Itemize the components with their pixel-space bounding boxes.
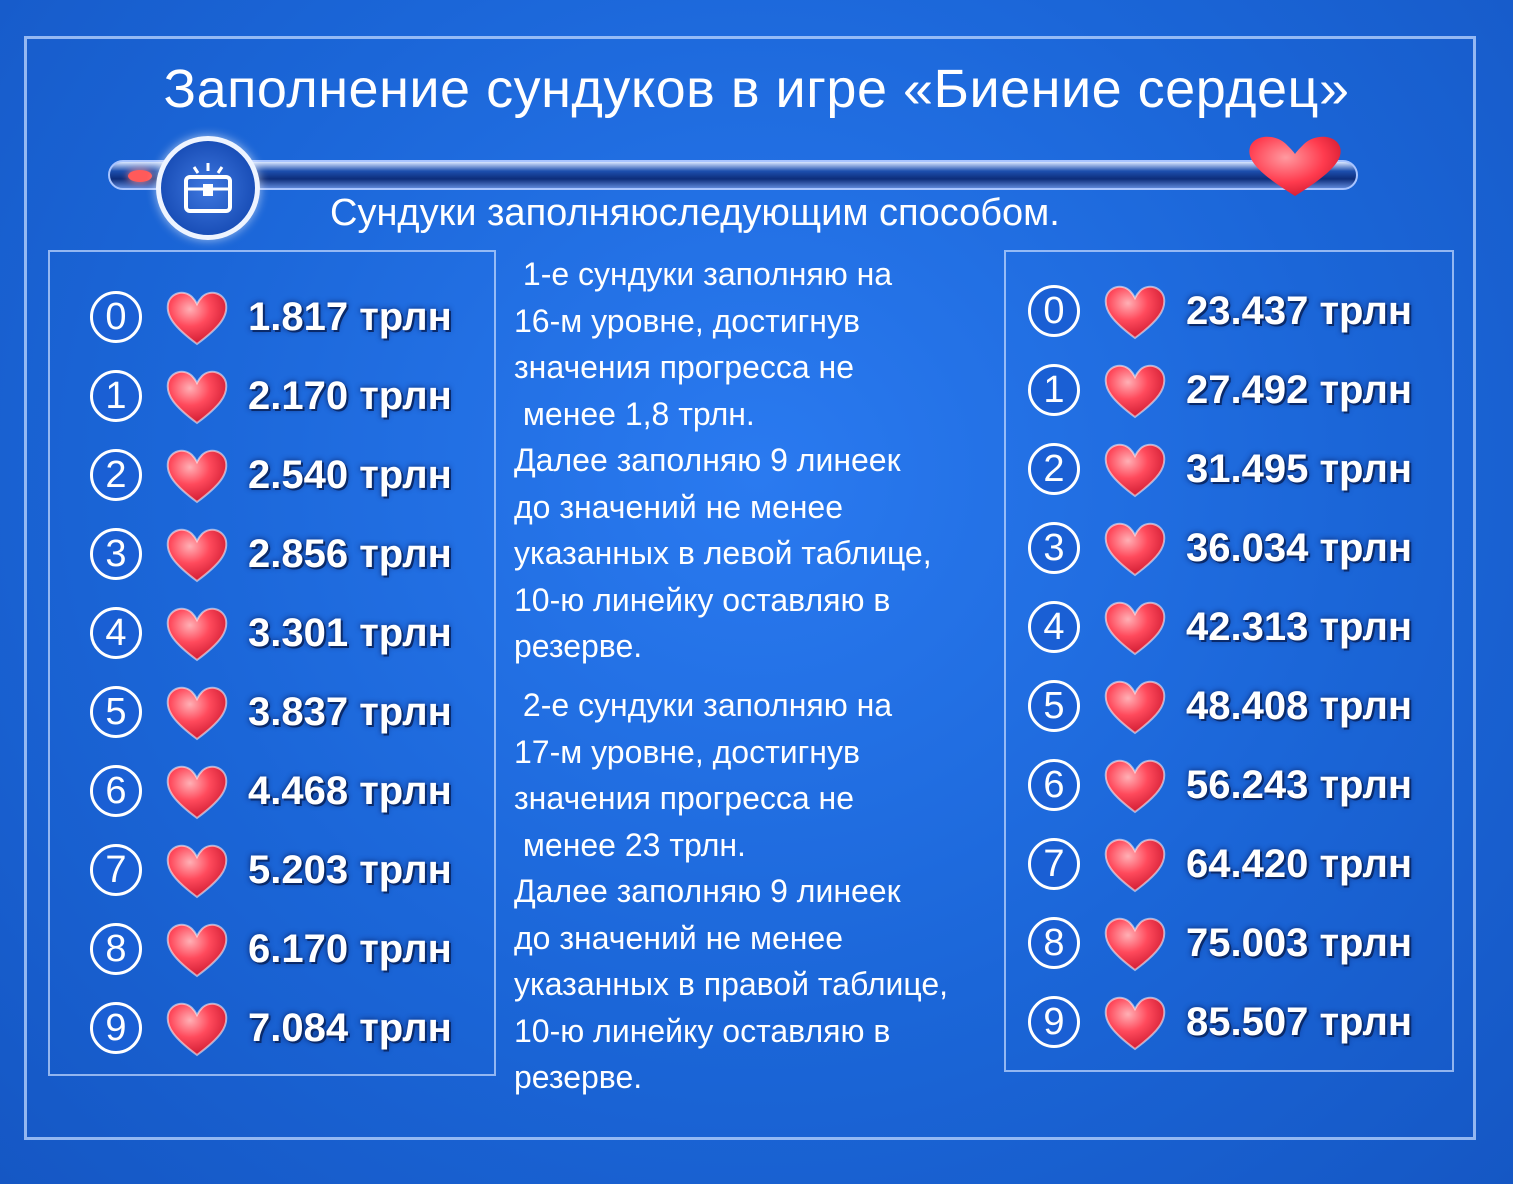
table-row: 1 27.492 трлн xyxy=(1028,355,1412,425)
row-index-badge: 8 xyxy=(90,923,142,975)
heart-icon xyxy=(166,291,228,346)
heart-icon xyxy=(166,370,228,425)
table-row: 8 75.003 трлн xyxy=(1028,908,1412,978)
row-value: 4.468 трлн xyxy=(248,768,452,813)
chest-icon xyxy=(156,136,260,240)
table-row: 6 4.468 трлн xyxy=(90,756,452,826)
heart-icon xyxy=(166,765,228,820)
row-index-badge: 3 xyxy=(90,528,142,580)
table-row: 1 2.170 трлн xyxy=(90,361,452,431)
row-value: 75.003 трлн xyxy=(1186,920,1413,965)
heart-icon xyxy=(1104,996,1166,1051)
row-index-badge: 6 xyxy=(1028,759,1080,811)
right-table-panel xyxy=(1004,250,1454,1072)
row-value: 2.170 трлн xyxy=(248,373,452,418)
table-row: 8 6.170 трлн xyxy=(90,914,452,984)
heart-icon xyxy=(1104,522,1166,577)
heart-icon xyxy=(166,923,228,978)
table-row: 4 42.313 трлн xyxy=(1028,592,1412,662)
table-row: 7 5.203 трлн xyxy=(90,835,452,905)
table-row: 0 23.437 трлн xyxy=(1028,276,1412,346)
heart-icon xyxy=(166,528,228,583)
table-row: 0 1.817 трлн xyxy=(90,282,452,352)
heart-icon xyxy=(1104,917,1166,972)
row-value: 1.817 трлн xyxy=(248,294,452,339)
row-index-badge: 3 xyxy=(1028,522,1080,574)
heart-icon xyxy=(1104,759,1166,814)
table-row: 2 31.495 трлн xyxy=(1028,434,1412,504)
table-row: 7 64.420 трлн xyxy=(1028,829,1412,899)
row-index-badge: 9 xyxy=(1028,996,1080,1048)
heart-icon xyxy=(1104,285,1166,340)
row-index-badge: 7 xyxy=(1028,838,1080,890)
heart-icon xyxy=(166,1002,228,1057)
table-row: 5 3.837 трлн xyxy=(90,677,452,747)
table-row: 3 2.856 трлн xyxy=(90,519,452,589)
row-value: 48.408 трлн xyxy=(1186,683,1413,728)
row-index-badge: 1 xyxy=(1028,364,1080,416)
row-value: 3.837 трлн xyxy=(248,689,452,734)
table-row: 6 56.243 трлн xyxy=(1028,750,1412,820)
row-value: 6.170 трлн xyxy=(248,926,452,971)
table-row: 2 2.540 трлн xyxy=(90,440,452,510)
second-chest-instructions: 2-е сундуки заполняю на 17-м уровне, дос… xyxy=(514,687,949,1095)
first-chest-instructions: 1-е сундуки заполняю на 16-м уровне, дос… xyxy=(514,256,932,664)
table-row: 5 48.408 трлн xyxy=(1028,671,1412,741)
page-title: Заполнение сундуков в игре «Биение серде… xyxy=(163,59,1350,119)
table-row: 9 7.084 трлн xyxy=(90,993,452,1063)
row-index-badge: 7 xyxy=(90,844,142,896)
row-value: 23.437 трлн xyxy=(1186,288,1413,333)
progress-bar xyxy=(108,160,1358,190)
heart-icon xyxy=(1104,838,1166,893)
table-row: 3 36.034 трлн xyxy=(1028,513,1412,583)
row-value: 5.203 трлн xyxy=(248,847,452,892)
row-value: 42.313 трлн xyxy=(1186,604,1413,649)
row-index-badge: 5 xyxy=(90,686,142,738)
row-index-badge: 4 xyxy=(90,607,142,659)
row-value: 27.492 трлн xyxy=(1186,367,1413,412)
row-index-badge: 8 xyxy=(1028,917,1080,969)
row-index-badge: 9 xyxy=(90,1002,142,1054)
row-index-badge: 1 xyxy=(90,370,142,422)
row-index-badge: 4 xyxy=(1028,601,1080,653)
row-value: 36.034 трлн xyxy=(1186,525,1413,570)
table-row: 4 3.301 трлн xyxy=(90,598,452,668)
row-value: 3.301 трлн xyxy=(248,610,452,655)
progress-bar-dot xyxy=(128,170,152,182)
outer-frame xyxy=(24,36,1476,1140)
heart-icon xyxy=(166,449,228,504)
table-row: 9 85.507 трлн xyxy=(1028,987,1412,1057)
heart-icon xyxy=(1104,364,1166,419)
row-value: 64.420 трлн xyxy=(1186,841,1413,886)
row-index-badge: 2 xyxy=(1028,443,1080,495)
row-index-badge: 6 xyxy=(90,765,142,817)
heart-icon xyxy=(1104,601,1166,656)
row-value: 56.243 трлн xyxy=(1186,762,1413,807)
row-value: 2.856 трлн xyxy=(248,531,452,576)
row-index-badge: 0 xyxy=(90,291,142,343)
row-value: 7.084 трлн xyxy=(248,1005,452,1050)
heart-icon xyxy=(1104,680,1166,735)
row-index-badge: 0 xyxy=(1028,285,1080,337)
row-value: 85.507 трлн xyxy=(1186,999,1413,1044)
heart-icon xyxy=(166,844,228,899)
row-value: 31.495 трлн xyxy=(1186,446,1413,491)
heart-icon xyxy=(166,607,228,662)
row-value: 2.540 трлн xyxy=(248,452,452,497)
heart-icon xyxy=(166,686,228,741)
progress-heart-icon xyxy=(1249,136,1341,196)
subtitle: Сундуки заполняюследующим способом. xyxy=(330,192,1060,234)
heart-icon xyxy=(1104,443,1166,498)
row-index-badge: 5 xyxy=(1028,680,1080,732)
left-table-panel xyxy=(48,250,496,1076)
row-index-badge: 2 xyxy=(90,449,142,501)
